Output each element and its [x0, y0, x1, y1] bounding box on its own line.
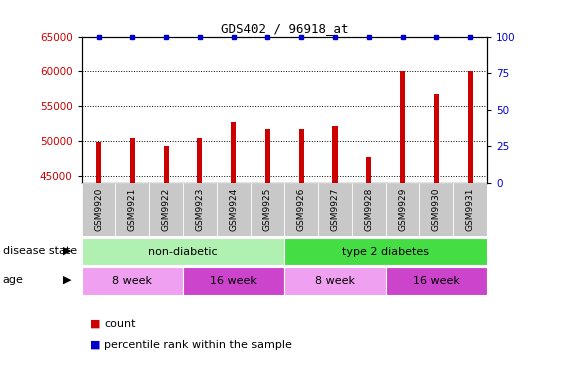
Text: count: count: [104, 319, 136, 329]
Bar: [284, 267, 386, 295]
Bar: [183, 267, 284, 295]
Bar: [366, 157, 372, 183]
Text: GSM9927: GSM9927: [330, 188, 339, 231]
Bar: [386, 183, 419, 236]
Bar: [453, 183, 487, 236]
Text: ▶: ▶: [63, 246, 72, 256]
Bar: [82, 238, 284, 265]
Bar: [129, 138, 135, 183]
Bar: [265, 129, 270, 183]
Text: GSM9925: GSM9925: [263, 188, 272, 231]
Title: GDS402 / 96918_at: GDS402 / 96918_at: [221, 22, 348, 36]
Bar: [467, 71, 473, 183]
Text: ▶: ▶: [63, 275, 72, 285]
Bar: [400, 71, 405, 183]
Bar: [115, 183, 149, 236]
Text: 16 week: 16 week: [210, 276, 257, 286]
Text: GSM9928: GSM9928: [364, 188, 373, 231]
Text: ■: ■: [90, 319, 101, 329]
Bar: [149, 183, 183, 236]
Text: percentile rank within the sample: percentile rank within the sample: [104, 340, 292, 350]
Bar: [419, 183, 453, 236]
Text: GSM9922: GSM9922: [162, 188, 171, 231]
Text: GSM9924: GSM9924: [229, 188, 238, 231]
Bar: [96, 142, 101, 183]
Text: 8 week: 8 week: [112, 276, 153, 286]
Bar: [198, 138, 203, 183]
Text: age: age: [3, 275, 24, 285]
Bar: [251, 183, 284, 236]
Text: 16 week: 16 week: [413, 276, 460, 286]
Bar: [163, 146, 169, 183]
Bar: [183, 183, 217, 236]
Text: type 2 diabetes: type 2 diabetes: [342, 247, 429, 257]
Text: disease state: disease state: [3, 246, 77, 256]
Bar: [332, 126, 338, 183]
Bar: [82, 183, 115, 236]
Bar: [82, 267, 183, 295]
Bar: [231, 122, 236, 183]
Text: non-diabetic: non-diabetic: [148, 247, 218, 257]
Text: GSM9930: GSM9930: [432, 188, 441, 231]
Bar: [386, 267, 487, 295]
Text: GSM9929: GSM9929: [398, 188, 407, 231]
Text: 8 week: 8 week: [315, 276, 355, 286]
Text: GSM9931: GSM9931: [466, 188, 475, 231]
Bar: [318, 183, 352, 236]
Text: GSM9920: GSM9920: [94, 188, 103, 231]
Bar: [434, 94, 439, 183]
Text: GSM9926: GSM9926: [297, 188, 306, 231]
Bar: [217, 183, 251, 236]
Bar: [298, 129, 304, 183]
Bar: [284, 183, 318, 236]
Text: ■: ■: [90, 340, 101, 350]
Text: GSM9923: GSM9923: [195, 188, 204, 231]
Text: GSM9921: GSM9921: [128, 188, 137, 231]
Bar: [352, 183, 386, 236]
Bar: [284, 238, 487, 265]
